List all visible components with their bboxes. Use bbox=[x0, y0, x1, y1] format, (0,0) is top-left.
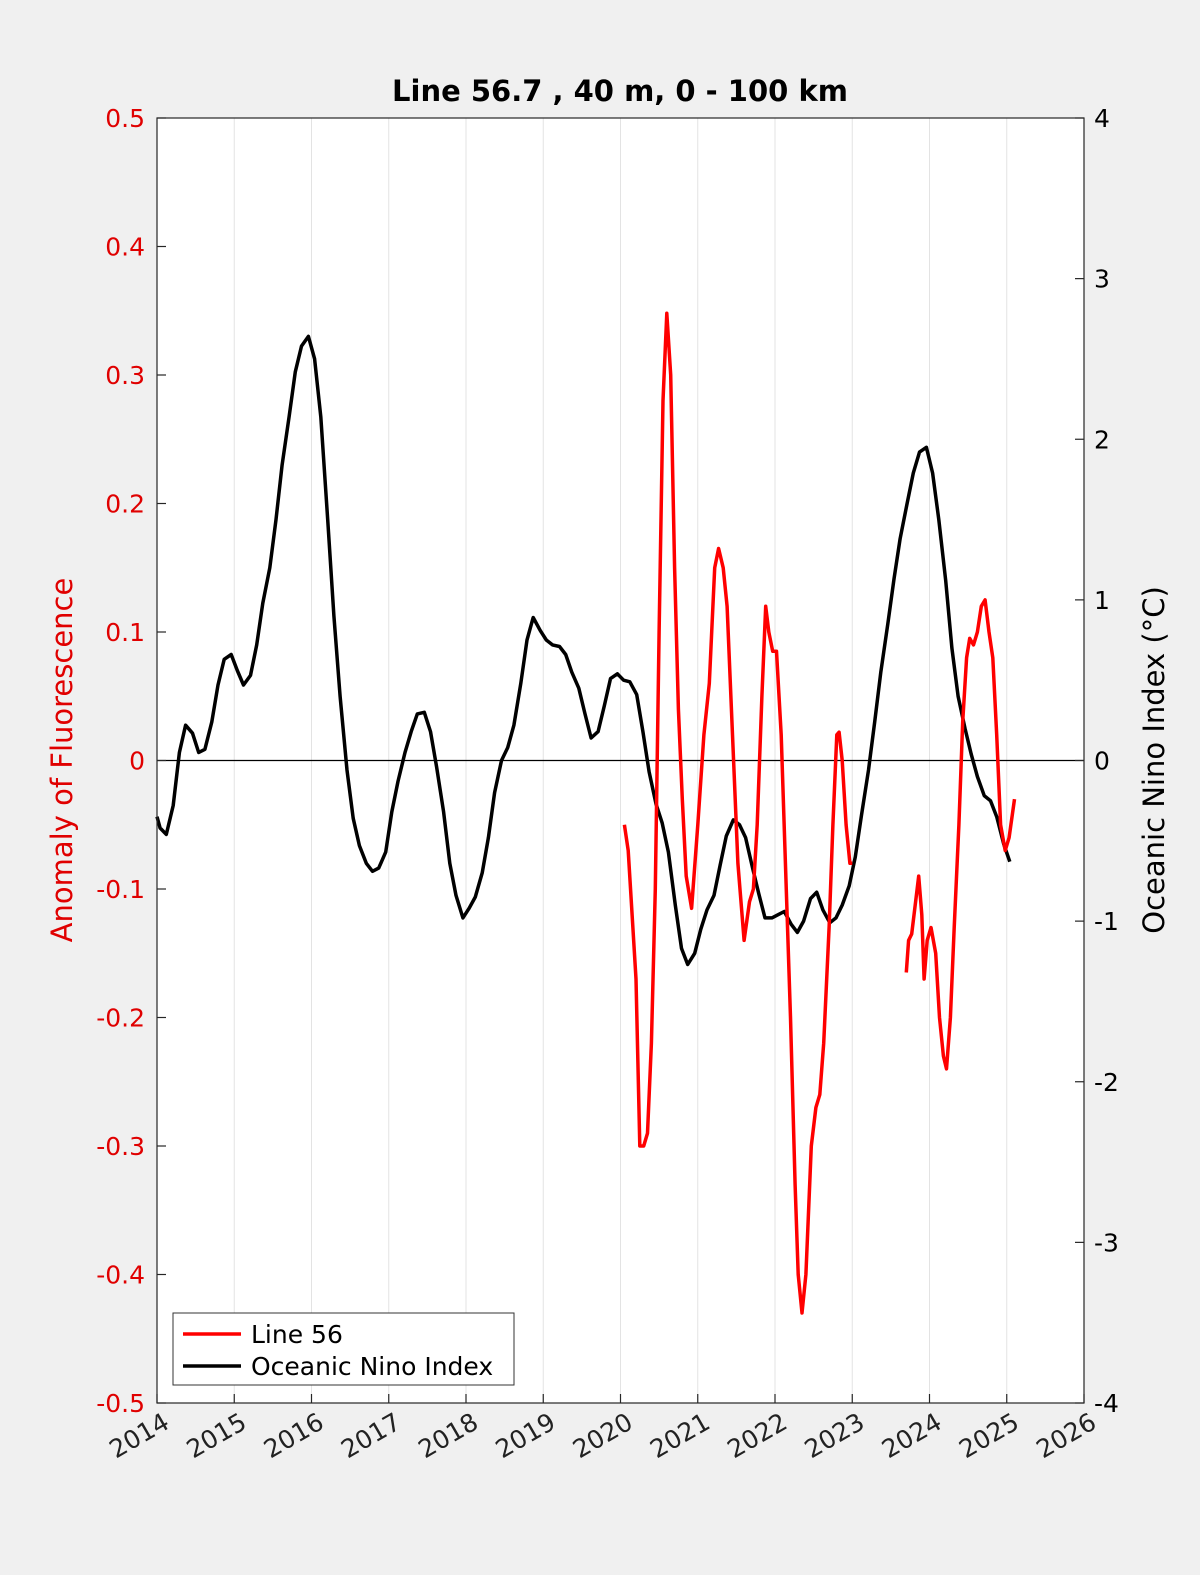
series-layer bbox=[155, 311, 1017, 1315]
chart-title: Line 56.7 , 40 m, 0 - 100 km bbox=[392, 74, 848, 108]
legend-label-oni: Oceanic Nino Index bbox=[251, 1352, 493, 1381]
legend-box bbox=[172, 1312, 515, 1386]
series-oni-line bbox=[155, 334, 1012, 967]
right-y-tick-label: -3 bbox=[1094, 1228, 1119, 1257]
left-y-tick-label: -0.1 bbox=[96, 875, 145, 904]
legend-label-line56: Line 56 bbox=[251, 1320, 343, 1349]
left-y-tick-label: 0 bbox=[129, 747, 145, 776]
right-y-tick-label: 1 bbox=[1094, 586, 1110, 615]
left-y-tick-label: -0.5 bbox=[96, 1389, 145, 1418]
right-y-tick-label: -4 bbox=[1094, 1389, 1119, 1418]
right-y-axis-label: Oceanic Nino Index (°C) bbox=[1137, 586, 1171, 934]
left-y-tick-label: -0.2 bbox=[96, 1004, 145, 1033]
right-y-tick-label: 4 bbox=[1094, 104, 1110, 133]
left-y-axis-ticks: 0.5 0.4 0.3 0.2 0.1 0 -0.1 -0.2 -0.3 -0.4 -0.5 bbox=[96, 104, 166, 1418]
left-y-tick-label: 0.2 bbox=[105, 490, 145, 519]
left-y-axis-label: Anomaly of Fluorescence bbox=[45, 578, 79, 943]
left-y-tick-label: 0.1 bbox=[105, 618, 145, 647]
left-y-tick-label: -0.3 bbox=[96, 1132, 145, 1161]
left-y-tick-label: 0.5 bbox=[105, 104, 145, 133]
series-line56-segment-2 bbox=[904, 598, 1017, 1071]
legend: Line 56 Oceanic Nino Index bbox=[172, 1312, 515, 1386]
series-line56-segment-1 bbox=[622, 311, 853, 1315]
right-y-tick-label: 3 bbox=[1094, 265, 1110, 294]
right-y-axis-ticks: 4 3 2 1 0 -1 -2 -3 -4 bbox=[1075, 104, 1119, 1418]
left-y-tick-label: 0.3 bbox=[105, 361, 145, 390]
right-y-tick-label: -1 bbox=[1094, 907, 1119, 936]
right-y-tick-label: -2 bbox=[1094, 1068, 1119, 1097]
left-y-tick-label: -0.4 bbox=[96, 1261, 145, 1290]
right-y-tick-label: 2 bbox=[1094, 425, 1110, 454]
right-y-tick-label: 0 bbox=[1094, 747, 1110, 776]
left-y-tick-label: 0.4 bbox=[105, 233, 145, 262]
